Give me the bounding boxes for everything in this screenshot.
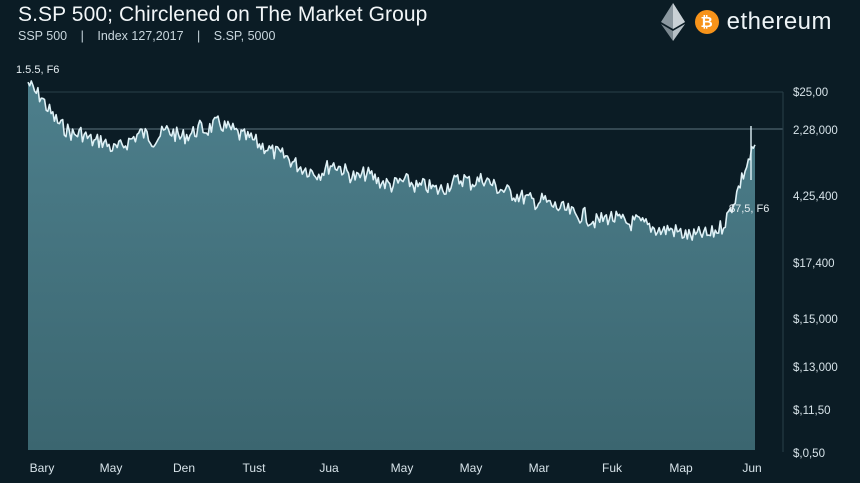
y-tick-label: $,11,50	[793, 405, 831, 417]
x-tick-label: Mar	[529, 461, 550, 475]
x-tick-label: Den	[173, 461, 195, 475]
y-axis: $25,00 2,28,000 4,25,400 $17,400 $,15,000 $,1…	[793, 87, 838, 460]
x-axis: Bary May Den Tust Jua May May Mar Fuk Map Jun	[30, 461, 762, 475]
chart-subtitle: SSP 500 | Index 127,2017 | S.SP, 5000	[18, 29, 427, 43]
x-tick-label: May	[460, 461, 483, 475]
y-tick-label: $17,400	[793, 258, 835, 270]
end-annotation: $7,5, F6	[729, 203, 769, 215]
subtitle-index-value: Index 127,2017	[97, 29, 184, 43]
chart-gridlines	[28, 91, 784, 452]
x-tick-label: Jua	[319, 461, 339, 475]
subtitle-separator: |	[197, 29, 201, 43]
y-tick-label: $,0,50	[793, 448, 825, 460]
x-tick-label: Bary	[30, 461, 55, 475]
series-line	[27, 80, 756, 241]
y-tick-label: $25,00	[793, 87, 828, 99]
x-tick-label: Map	[669, 461, 693, 475]
x-tick-label: Tust	[243, 461, 267, 475]
subtitle-index-code: S.SP, 5000	[213, 29, 276, 43]
bitcoin-icon: ₿	[694, 10, 719, 34]
x-tick-label: Jun	[742, 461, 761, 475]
x-tick-label: May	[100, 461, 123, 475]
ethereum-icon	[660, 3, 685, 41]
chart-header: S.SP 500; Chirclened on The Market Group…	[18, 2, 427, 43]
y-tick-label: 2,28,000	[793, 125, 838, 137]
area-fill	[28, 81, 755, 450]
y-tick-label: 4,25,400	[793, 191, 838, 203]
chart-title: S.SP 500; Chirclened on The Market Group	[18, 3, 428, 26]
start-annotation: 1.5.5, F6	[16, 64, 59, 76]
y-tick-label: $,13,000	[793, 362, 838, 374]
subtitle-index-name: SSP 500	[18, 29, 68, 43]
subtitle-separator: |	[80, 29, 84, 43]
x-tick-label: May	[391, 461, 414, 475]
y-tick-label: $,15,000	[793, 314, 838, 326]
brand-name: ethereum	[726, 8, 832, 35]
x-tick-label: Fuk	[602, 461, 623, 475]
brand-logo: ₿ ethereum	[660, 3, 832, 41]
